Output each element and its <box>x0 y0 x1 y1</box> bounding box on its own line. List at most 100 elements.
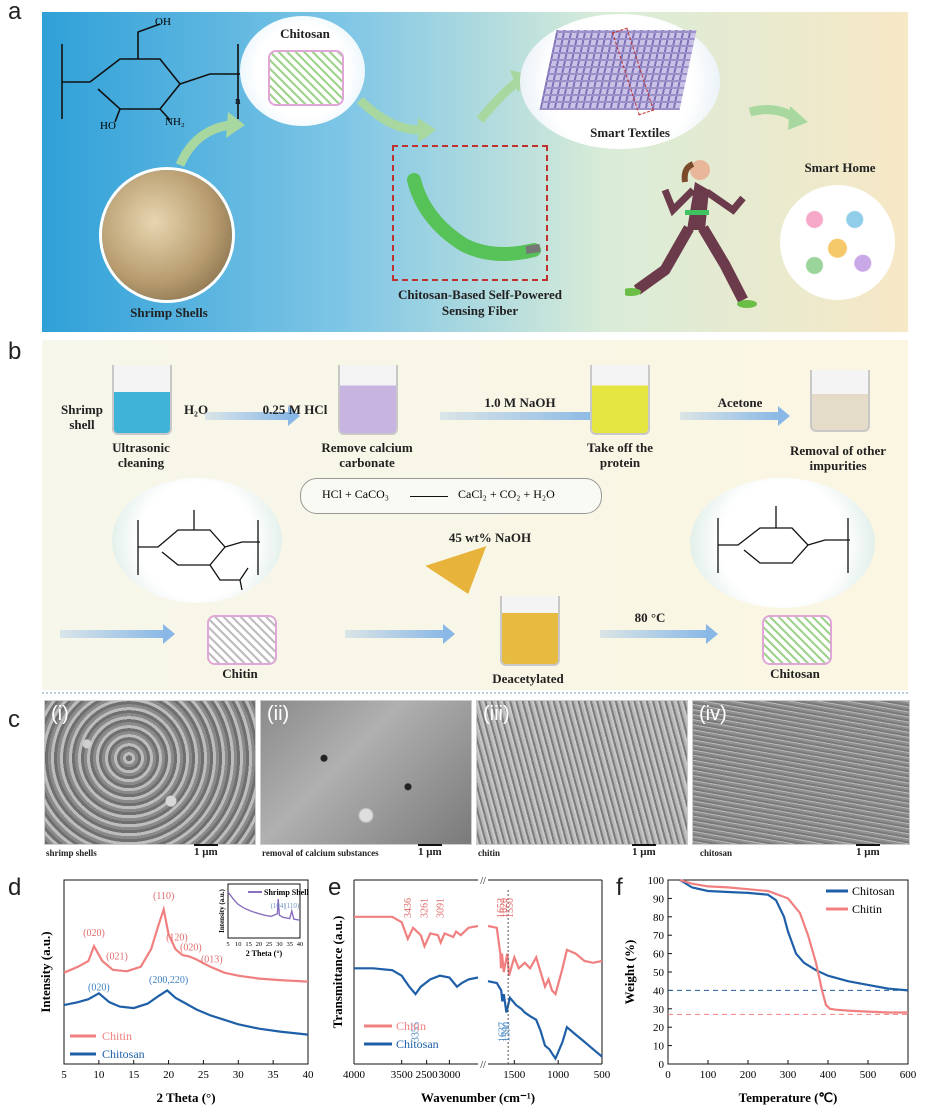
panel-f-letter: f <box>616 874 623 901</box>
tga-chart: 0 100 200 300 400 500 600 0 10 20 30 40 50 60 70 80 90 10… <box>622 875 917 1105</box>
x-tick-label: 400 <box>820 1069 837 1081</box>
deacetylated-label: Deacetylated <box>492 671 564 686</box>
chitin-structure <box>137 510 260 590</box>
panel-c-letter: c <box>8 706 20 733</box>
chitosan-dish-b <box>762 615 832 665</box>
step3-label: Take off the protein <box>587 440 653 470</box>
peak-label-chitin: (021) <box>106 951 128 962</box>
peak-label-chitosan: (020) <box>88 982 110 993</box>
sem-caption-1: shrimp shells <box>46 848 97 858</box>
chitosan-label: Chitosan <box>280 26 330 41</box>
series-line-chitosan-high <box>354 967 479 996</box>
inset-x-tick-label: 20 <box>256 941 263 948</box>
series-line-chitin-low <box>487 924 603 997</box>
peak-label-chitin: (110) <box>153 891 174 902</box>
legend-label-chitin: Chitin <box>102 1029 132 1043</box>
arrow-b6 <box>600 624 718 644</box>
h2o-label: H₂O <box>183 402 209 417</box>
peak-label-chitin: (020) <box>180 943 202 954</box>
reaction-left: HCl + CaCO₃ <box>322 487 389 501</box>
series-line-chitosan-low <box>487 980 603 1061</box>
x-axis-label: 2 Theta (°) <box>156 1090 215 1105</box>
x-tick-label: 100 <box>700 1069 717 1081</box>
inset-legend-label: Shrimp Shell <box>264 888 309 897</box>
y-tick-label: 60 <box>653 949 665 961</box>
beaker-hcl <box>338 365 398 435</box>
inset-x-tick-label: 15 <box>245 941 252 948</box>
x-tick-label: 25 <box>198 1069 210 1081</box>
chitosan-structure-a <box>61 23 240 123</box>
peak-label-chitin: (120) <box>166 932 188 943</box>
series-line-chitin <box>63 905 309 983</box>
x-tick-label: 4000 <box>343 1069 366 1081</box>
step1-label: Ultrasonic cleaning <box>112 440 170 470</box>
band-label-chitosan: 1637 <box>497 1022 508 1042</box>
x-tick-label: 20 <box>163 1069 175 1081</box>
band-label-chitosan: 3355 <box>411 1022 422 1042</box>
inset-x-tick-label: 30 <box>276 941 283 948</box>
chitin-bubble <box>112 478 282 603</box>
sem-image-3: (iii) <box>476 700 688 845</box>
inset-x-tick-label: 25 <box>266 941 273 948</box>
arrow-b3 <box>680 406 790 426</box>
x-tick-label: 3000 <box>438 1069 461 1081</box>
beaker-acetone <box>810 370 870 432</box>
smart-textiles-label: Smart Textiles <box>590 125 670 140</box>
panel-e-letter: e <box>328 874 342 901</box>
inset-peak-label: (104) <box>271 902 287 910</box>
legend-label-chitosan: Chitosan <box>102 1047 145 1061</box>
legend-label-chitosan: Chitosan <box>396 1037 439 1051</box>
n-label: n <box>235 95 241 107</box>
chitin-label: Chitin <box>222 666 258 681</box>
x-tick-label: 1000 <box>547 1069 570 1081</box>
inset-x-tick-label: 35 <box>286 941 293 948</box>
chitosan-dish <box>268 50 344 106</box>
axis-break-top: // <box>480 876 486 887</box>
x-tick-label: 10 <box>93 1069 105 1081</box>
inset-x-tick-label: 40 <box>297 941 304 948</box>
y-tick-label: 90 <box>653 893 665 905</box>
xrd-chart: 5 10 15 20 25 30 35 402 Theta (°)Intensity (a.u… <box>38 879 314 1105</box>
smart-home-label: Smart Home <box>804 160 876 175</box>
smart-home-icons <box>780 185 895 300</box>
series-line-chitosan <box>63 989 309 1036</box>
axis-break-bottom: // <box>480 1060 486 1071</box>
y-tick-label: 70 <box>653 930 665 942</box>
acetone-label: Acetone <box>717 395 763 410</box>
shrimp-shells-image <box>102 170 232 300</box>
x-tick-label: 3500 <box>391 1069 414 1081</box>
beaker-deacetylated <box>500 596 560 666</box>
x-tick-label: 5 <box>61 1069 67 1081</box>
inset-x-label: 2 Theta (°) <box>246 949 283 958</box>
x-tick-label: 500 <box>860 1069 877 1081</box>
sem-caption-4: chitosan <box>700 848 733 858</box>
peak-label-chitin: (020) <box>83 928 105 939</box>
sem-caption-2: removal of calcium substances <box>262 848 379 858</box>
panel-b-letter: b <box>8 338 22 365</box>
band-label-chitin: 1652 <box>496 898 507 918</box>
series-line-chitosan <box>679 879 909 992</box>
naoh1-label: 1.0 M NaOH <box>484 395 556 410</box>
y-tick-label: 0 <box>659 1059 665 1071</box>
band-label-chitosan: 1590 <box>501 1022 512 1042</box>
sem-scale-4: 1 μm <box>856 844 880 858</box>
chitosan-structure-b <box>717 506 850 573</box>
x-tick-label: 35 <box>268 1069 280 1081</box>
sem-image-2: (ii) <box>260 700 472 845</box>
inset-y-label: Intensity (a.u.) <box>218 888 226 932</box>
x-axis-label: Wavenumber (cm⁻¹) <box>421 1090 535 1105</box>
y-tick-label: 30 <box>653 1004 665 1016</box>
x-tick-label: 200 <box>740 1069 757 1081</box>
temp-label: 80 °C <box>634 610 666 625</box>
shrimp-shells-label: Shrimp Shells <box>130 305 208 320</box>
flow-arrows-a <box>175 70 808 167</box>
y-axis-label: Transmittance (a.u.) <box>330 916 345 1029</box>
fiber-illustration <box>407 173 541 261</box>
step4-label: Removal of other impurities <box>789 443 887 473</box>
x-tick-label: 30 <box>233 1069 245 1081</box>
series-line-chitin <box>679 878 908 1014</box>
y-tick-label: 50 <box>653 967 665 979</box>
chitosan-bubble-b <box>690 478 875 608</box>
panel-d-letter: d <box>8 874 22 901</box>
sem-num-4: (iv) <box>699 703 727 725</box>
